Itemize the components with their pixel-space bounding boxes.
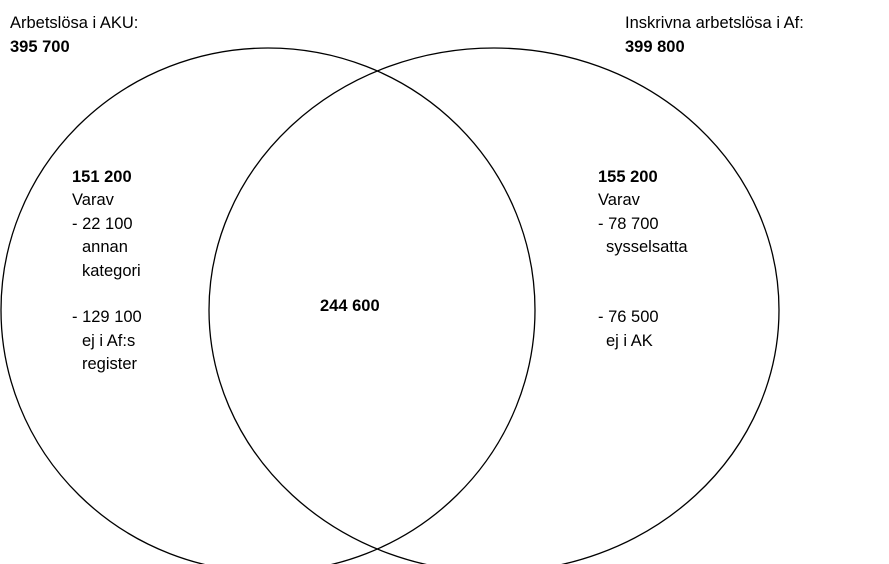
breakdown-text: annan (82, 238, 128, 256)
right-set-circle (208, 47, 780, 564)
breakdown-text: sysselsatta (606, 238, 688, 256)
breakdown-value: - 76 500 (598, 308, 659, 326)
left-set-label: Arbetslösa i AKU: (10, 14, 138, 32)
breakdown-text: ej i Af:s (82, 332, 135, 350)
breakdown-text: ej i AK (606, 332, 653, 350)
breakdown-value: - 22 100 (72, 215, 133, 233)
overlap-value: 244 600 (320, 297, 380, 315)
breakdown-value: - 129 100 (72, 308, 142, 326)
breakdown-text: kategori (82, 262, 141, 280)
right-region-value: 155 200 (598, 168, 658, 186)
right-breakdown-title: Varav (598, 191, 641, 209)
left-set-total: 395 700 (10, 38, 70, 56)
left-region-value: 151 200 (72, 168, 132, 186)
right-set-total: 399 800 (625, 38, 685, 56)
left-set-circle (0, 47, 536, 564)
right-set-label: Inskrivna arbetslösa i Af: (625, 14, 804, 32)
left-breakdown-title: Varav (72, 191, 115, 209)
breakdown-value: - 78 700 (598, 215, 659, 233)
breakdown-text: register (82, 355, 138, 373)
